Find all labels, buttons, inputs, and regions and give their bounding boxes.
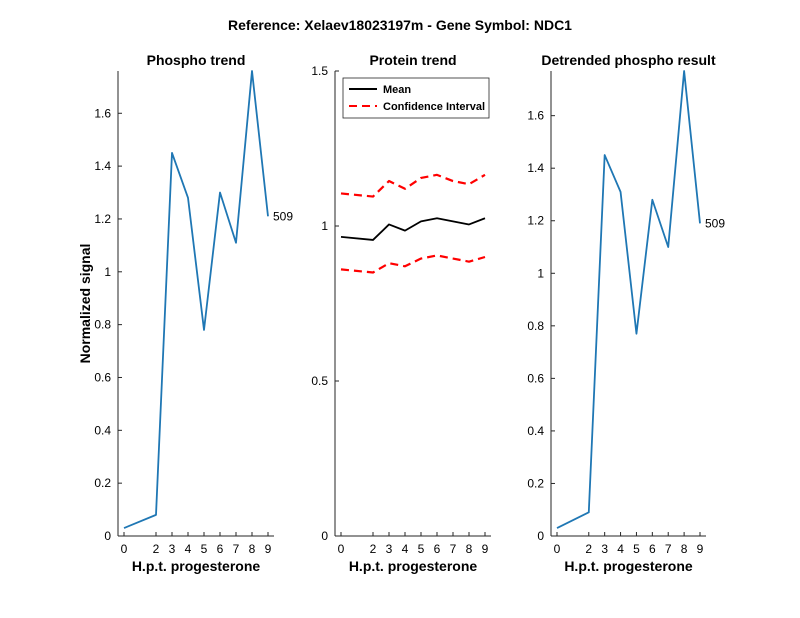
series-end-label: 509 (705, 216, 725, 230)
x-tick-label: 4 (402, 542, 409, 556)
x-tick-label: 7 (665, 542, 672, 556)
legend: Mean Confidence Interval (342, 77, 490, 119)
y-tick-label: 1 (321, 219, 328, 233)
x-tick-label: 3 (169, 542, 176, 556)
x-tick-label: 2 (153, 542, 160, 556)
chart-panel-1: 0 0.2 0.4 0.6 0.8 1 1.2 1.4 1.6 0 2 3 4 5 6 7 8 9 Phospho … (77, 52, 293, 574)
x-tick-label: 9 (482, 542, 489, 556)
x-tick-label: 8 (681, 542, 688, 556)
x-tick-label: 6 (649, 542, 656, 556)
panel-title: Detrended phospho result (541, 52, 716, 68)
figure-title: Reference: Xelaev18023197m - Gene Symbol… (228, 17, 572, 33)
series-line-1 (123, 70, 269, 529)
y-tick-label: 0 (321, 529, 328, 543)
legend-entry: Confidence Interval (383, 101, 485, 113)
x-tick-label: 4 (185, 542, 192, 556)
x-tick-label: 6 (434, 542, 441, 556)
y-tick-label: 0.6 (94, 370, 111, 384)
y-tick-label: 1.6 (527, 109, 544, 123)
x-tick-label: 2 (370, 542, 377, 556)
x-tick-label: 4 (617, 542, 624, 556)
x-tick-label: 0 (121, 542, 128, 556)
y-tick-label: 0.2 (527, 476, 544, 490)
y-tick-label: 1.6 (94, 106, 111, 120)
chart-panel-3: 0 0.2 0.4 0.6 0.8 1 1.2 1.4 1.6 0 2 3 4 5 6 7 8 9 Detrende… (527, 52, 725, 574)
y-tick-label: 0.5 (311, 374, 328, 388)
x-axis-label: H.p.t. progesterone (132, 558, 261, 574)
y-tick-label: 1.2 (527, 214, 544, 228)
legend-box (342, 77, 490, 119)
chart-panel-2: 0 0.5 1 1.5 0 2 3 4 5 6 7 8 9 Protein trend H.p.t. pro… (311, 52, 491, 574)
series-line-3 (340, 254, 486, 274)
y-tick-label: 0.4 (527, 424, 544, 438)
series-line-2 (340, 173, 486, 198)
x-tick-label: 5 (633, 542, 640, 556)
legend-entry: Mean (383, 84, 411, 96)
x-tick-label: 0 (338, 542, 345, 556)
x-tick-label: 0 (554, 542, 561, 556)
x-tick-label: 8 (249, 542, 256, 556)
y-tick-label: 1.5 (311, 64, 328, 78)
series-end-label: 509 (273, 209, 293, 223)
x-axis-label: H.p.t. progesterone (564, 558, 693, 574)
x-tick-label: 9 (265, 542, 272, 556)
y-tick-label: 0.8 (527, 319, 544, 333)
panel-title: Protein trend (369, 52, 456, 68)
x-tick-label: 5 (201, 542, 208, 556)
y-tick-label: 1.4 (527, 161, 544, 175)
y-tick-label: 1.2 (94, 212, 111, 226)
y-axis-label: Normalized signal (77, 244, 93, 364)
y-tick-label: 1 (104, 265, 111, 279)
x-tick-label: 3 (386, 542, 393, 556)
x-tick-label: 5 (418, 542, 425, 556)
y-tick-label: 0.6 (527, 371, 544, 385)
series-line-1 (556, 70, 701, 529)
y-tick-label: 0.4 (94, 423, 111, 437)
panel-title: Phospho trend (147, 52, 246, 68)
x-tick-label: 7 (450, 542, 457, 556)
x-tick-label: 8 (466, 542, 473, 556)
x-tick-label: 6 (217, 542, 224, 556)
y-tick-label: 1 (537, 266, 544, 280)
y-tick-label: 0.8 (94, 318, 111, 332)
series-line-1 (340, 217, 486, 241)
y-tick-label: 0 (537, 529, 544, 543)
x-axis-label: H.p.t. progesterone (349, 558, 478, 574)
y-tick-label: 0.2 (94, 476, 111, 490)
x-tick-label: 7 (233, 542, 240, 556)
x-tick-label: 3 (601, 542, 608, 556)
y-tick-label: 0 (104, 529, 111, 543)
y-tick-label: 1.4 (94, 159, 111, 173)
x-tick-label: 2 (585, 542, 592, 556)
x-tick-label: 9 (697, 542, 704, 556)
